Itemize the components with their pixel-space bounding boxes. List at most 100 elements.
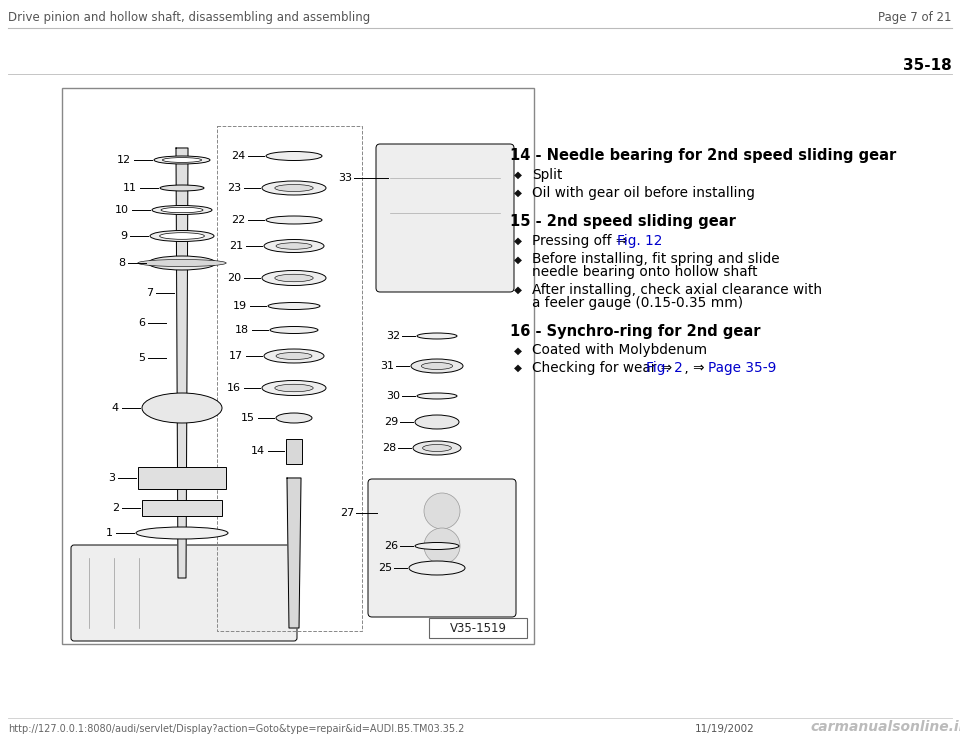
Text: ◆: ◆ [514, 364, 522, 373]
Polygon shape [287, 478, 301, 628]
Ellipse shape [268, 303, 320, 309]
Text: 12: 12 [117, 155, 131, 165]
Text: 8: 8 [118, 258, 125, 268]
Ellipse shape [409, 561, 465, 575]
Text: , ⇒: , ⇒ [680, 361, 708, 375]
Bar [142, 500, 222, 516]
Text: 9: 9 [120, 231, 127, 241]
Text: 11/19/2002: 11/19/2002 [695, 724, 755, 734]
Text: needle bearing onto hollow shaft: needle bearing onto hollow shaft [532, 265, 757, 279]
Ellipse shape [160, 185, 204, 191]
Text: ◆: ◆ [514, 188, 522, 198]
Ellipse shape [411, 359, 463, 373]
Ellipse shape [275, 185, 313, 191]
Text: 27: 27 [340, 508, 354, 518]
Text: 22: 22 [230, 215, 245, 225]
Ellipse shape [415, 415, 459, 429]
Ellipse shape [417, 393, 457, 399]
FancyBboxPatch shape [368, 479, 516, 617]
Text: 24: 24 [230, 151, 245, 161]
Text: 14 - Needle bearing for 2nd speed sliding gear: 14 - Needle bearing for 2nd speed slidin… [510, 148, 897, 163]
Ellipse shape [421, 363, 452, 370]
Ellipse shape [138, 260, 227, 266]
Text: 18: 18 [235, 325, 249, 335]
Text: Page 7 of 21: Page 7 of 21 [878, 11, 952, 24]
Text: 1: 1 [106, 528, 113, 538]
Text: 19: 19 [233, 301, 247, 311]
Text: ◆: ◆ [514, 170, 522, 180]
Text: Pressing off ⇒: Pressing off ⇒ [532, 234, 632, 248]
Text: ◆: ◆ [514, 235, 522, 246]
Text: Coated with Molybdenum: Coated with Molybdenum [532, 344, 708, 358]
Ellipse shape [276, 352, 312, 360]
Text: 33: 33 [338, 173, 352, 183]
Text: 23: 23 [227, 183, 241, 193]
Text: http://127.0.0.1:8080/audi/servlet/Display?action=Goto&type=repair&id=AUDI.B5.TM: http://127.0.0.1:8080/audi/servlet/Displ… [8, 724, 465, 734]
Polygon shape [176, 148, 188, 578]
Ellipse shape [262, 271, 326, 286]
Text: 15: 15 [241, 413, 255, 423]
Ellipse shape [161, 207, 203, 213]
Text: 29: 29 [384, 417, 398, 427]
Text: After installing, check axial clearance with: After installing, check axial clearance … [532, 283, 822, 297]
Text: carmanualsonline.info: carmanualsonline.info [810, 720, 960, 734]
Text: Fig. 12: Fig. 12 [617, 234, 662, 248]
Text: Fig. 2: Fig. 2 [646, 361, 683, 375]
Bar [138, 467, 226, 489]
Text: V35-1519: V35-1519 [449, 622, 507, 634]
Ellipse shape [264, 240, 324, 252]
Text: 31: 31 [380, 361, 394, 371]
Text: 28: 28 [382, 443, 396, 453]
FancyBboxPatch shape [62, 88, 534, 644]
Ellipse shape [262, 181, 326, 195]
Circle shape [424, 493, 460, 529]
FancyBboxPatch shape [429, 618, 527, 638]
Text: Page 35-9: Page 35-9 [708, 361, 777, 375]
Ellipse shape [276, 243, 312, 249]
Ellipse shape [162, 157, 202, 162]
Text: Split: Split [532, 168, 563, 182]
Text: 10: 10 [115, 205, 129, 215]
Text: 20: 20 [227, 273, 241, 283]
Text: 25: 25 [378, 563, 392, 573]
Ellipse shape [159, 233, 204, 240]
Ellipse shape [148, 256, 216, 270]
Text: 32: 32 [386, 331, 400, 341]
Circle shape [424, 528, 460, 564]
Ellipse shape [417, 333, 457, 339]
Text: ◆: ◆ [514, 346, 522, 355]
Ellipse shape [136, 527, 228, 539]
Ellipse shape [266, 216, 322, 224]
Ellipse shape [150, 231, 214, 241]
Text: 35-18: 35-18 [903, 58, 952, 73]
FancyBboxPatch shape [376, 144, 514, 292]
Ellipse shape [275, 275, 313, 282]
Text: 5: 5 [138, 353, 145, 363]
Text: ◆: ◆ [514, 285, 522, 295]
Text: Before installing, fit spring and slide: Before installing, fit spring and slide [532, 252, 780, 266]
Ellipse shape [275, 384, 313, 392]
Text: 4: 4 [112, 403, 119, 413]
Ellipse shape [264, 349, 324, 363]
Ellipse shape [422, 444, 451, 451]
Ellipse shape [270, 326, 318, 333]
Ellipse shape [415, 542, 459, 550]
Text: 7: 7 [146, 288, 153, 298]
Text: 30: 30 [386, 391, 400, 401]
Text: 2: 2 [112, 503, 119, 513]
Text: 17: 17 [228, 351, 243, 361]
Text: 16: 16 [227, 383, 241, 393]
Ellipse shape [154, 156, 210, 164]
Ellipse shape [266, 151, 322, 160]
Ellipse shape [142, 393, 222, 423]
Text: Drive pinion and hollow shaft, disassembling and assembling: Drive pinion and hollow shaft, disassemb… [8, 11, 371, 24]
Ellipse shape [152, 206, 212, 214]
Ellipse shape [262, 381, 326, 395]
Text: 6: 6 [138, 318, 145, 328]
Text: a feeler gauge (0.15-0.35 mm): a feeler gauge (0.15-0.35 mm) [532, 296, 743, 309]
Text: 3: 3 [108, 473, 115, 483]
Text: 16 - Synchro-ring for 2nd gear: 16 - Synchro-ring for 2nd gear [510, 324, 760, 338]
Text: ◆: ◆ [514, 255, 522, 264]
Ellipse shape [413, 441, 461, 455]
Text: 14: 14 [251, 446, 265, 456]
